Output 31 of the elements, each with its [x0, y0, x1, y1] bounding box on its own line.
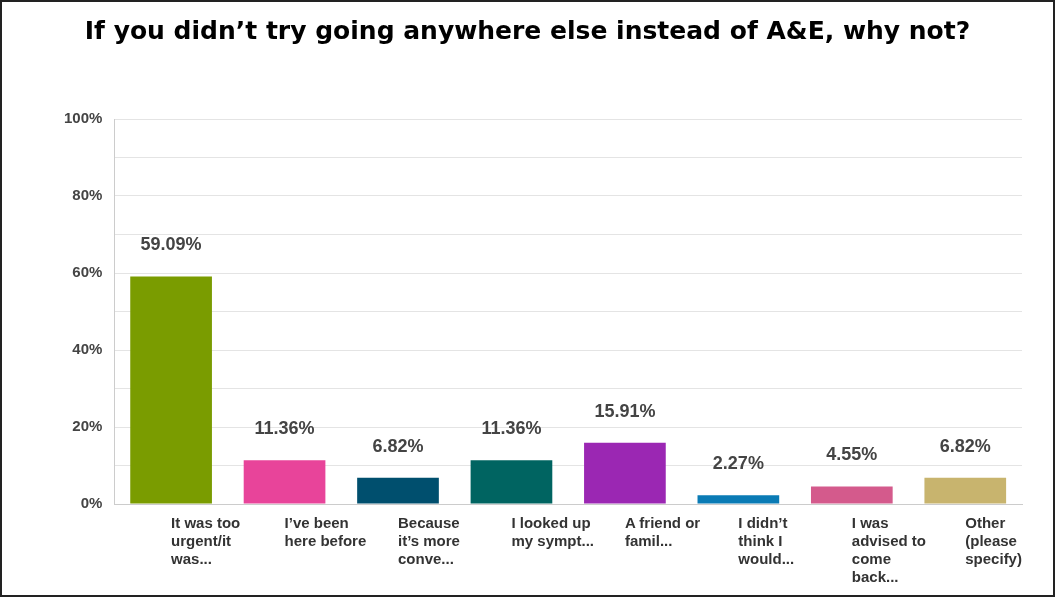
bar [243, 460, 326, 504]
y-tick-label: 20% [72, 417, 103, 435]
bar [130, 276, 212, 504]
data-label: 11.36% [481, 418, 542, 439]
data-label: 11.36% [254, 418, 315, 439]
x-tick-label: A friend or famil... [624, 514, 701, 550]
x-tick-label: I didn’t think I would... [737, 514, 795, 568]
data-label: 6.82% [372, 435, 424, 456]
x-tick-label: I looked up my sympt... [511, 514, 594, 550]
chart-title: If you didn’t try going anywhere else instead of A&E, why not? [83, 16, 972, 45]
y-tick-label: 80% [72, 186, 103, 204]
data-label: 6.82% [939, 435, 991, 456]
bar [697, 495, 780, 504]
x-tick-label: It was too urgent/it was... [170, 514, 241, 568]
y-tick-label: 40% [72, 340, 103, 358]
bar [924, 477, 1007, 504]
x-tick-label: I was advised to come back... [851, 514, 927, 586]
bar [810, 486, 893, 504]
data-label: 4.55% [826, 444, 878, 465]
y-tick-label: 0% [80, 494, 103, 512]
x-tick-label: Other (please specify) [965, 514, 1022, 568]
x-tick-label: I’ve been here before [284, 514, 367, 550]
bar [584, 442, 666, 504]
y-tick-label: 60% [72, 263, 103, 281]
bar [357, 477, 439, 504]
y-tick-label: 100% [63, 109, 103, 127]
data-label: 15.91% [594, 400, 656, 421]
x-tick-label: Because it’s more conve... [398, 514, 460, 568]
data-label: 59.09% [140, 234, 202, 255]
data-label: 2.27% [712, 453, 764, 474]
bar [470, 460, 553, 504]
